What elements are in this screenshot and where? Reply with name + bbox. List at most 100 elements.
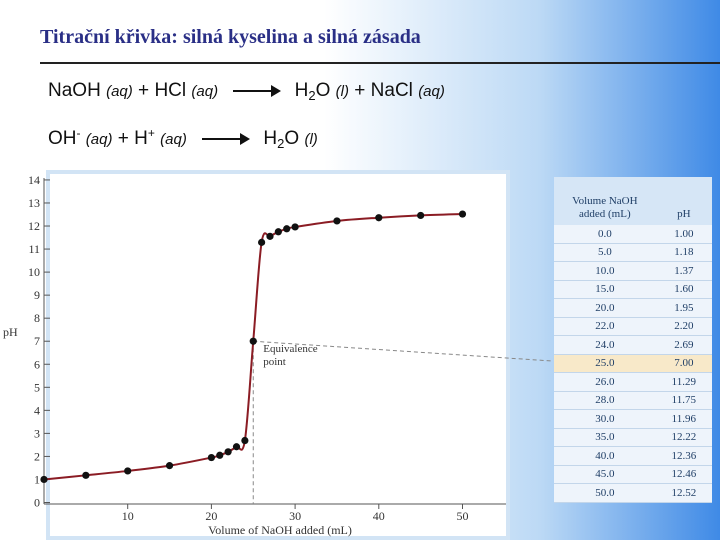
table-row: 10.0 1.37 — [554, 261, 712, 281]
equation-molecular: NaOH (aq) + HCl (aq) H2O (l) + NaCl (aq) — [48, 80, 445, 103]
y-tick-label: 4 — [34, 403, 40, 417]
table-row: 20.0 1.95 — [554, 298, 712, 318]
titration-data-table: Volume NaOH added (mL) pH 0.0 1.00 5.0 1.18… — [554, 177, 712, 503]
y-tick-label: 14 — [28, 173, 40, 187]
data-point — [40, 475, 48, 484]
data-point — [291, 223, 299, 231]
table-cell-volume: 15.0 — [554, 280, 656, 299]
table-cell-volume: 20.0 — [554, 298, 656, 318]
data-point — [249, 337, 257, 345]
table-cell-volume: 30.0 — [554, 409, 656, 429]
reaction-arrow-icon — [233, 84, 282, 97]
eq1-naoh-state: (aq) — [106, 83, 133, 100]
data-point — [124, 467, 132, 475]
table-header-ph: pH — [655, 177, 712, 225]
eq1-sub-2: 2 — [308, 88, 316, 103]
table-cell-ph: 12.22 — [655, 428, 712, 447]
y-tick-label: 3 — [34, 426, 40, 440]
y-tick-label: 11 — [28, 242, 40, 256]
data-point — [165, 462, 174, 470]
y-tick-label: 9 — [34, 288, 40, 302]
table-cell-volume: 24.0 — [554, 335, 656, 355]
table-row: 28.0 11.75 — [554, 391, 712, 410]
header-volume-line1: Volume NaOH — [572, 195, 638, 207]
eq1-naoh: NaOH — [48, 80, 101, 101]
table-cell-ph: 1.37 — [655, 261, 712, 281]
data-point — [241, 436, 249, 445]
y-tick-label: 10 — [28, 265, 40, 279]
table-row: 35.0 12.22 — [554, 428, 712, 447]
eq2-water-state: (l) — [304, 131, 318, 148]
table-cell-volume: 26.0 — [554, 372, 656, 392]
table-cell-ph: 2.20 — [655, 317, 712, 336]
table-cell-ph: 11.29 — [655, 372, 712, 392]
data-point — [207, 453, 215, 462]
eq1-plus-1: + — [138, 80, 150, 101]
x-tick-label: 20 — [205, 509, 217, 523]
header-volume-line2: added (mL) — [579, 208, 631, 220]
eq1-h: H — [294, 80, 309, 101]
table-cell-ph: 12.36 — [655, 446, 712, 466]
eq1-water-state: (l) — [335, 83, 349, 100]
table-cell-volume: 10.0 — [554, 261, 656, 281]
table-cell-volume: 40.0 — [554, 446, 656, 466]
equivalence-guides — [252, 340, 553, 504]
equivalence-label-point: point — [263, 356, 286, 368]
equation-net-ionic: OH- (aq) + H+ (aq) H2O (l) — [48, 126, 318, 151]
y-tick-label: 13 — [28, 196, 40, 210]
table-row: 0.0 1.00 — [554, 225, 712, 244]
table-cell-volume: 5.0 — [554, 243, 656, 262]
eq2-sub-2: 2 — [277, 136, 285, 151]
equivalence-table-connector — [253, 340, 553, 362]
table-cell-ph: 1.60 — [655, 280, 712, 299]
table-row: 5.0 1.18 — [554, 243, 712, 262]
eq1-nacl-state: (aq) — [418, 83, 445, 100]
x-tick-label: 50 — [457, 509, 469, 523]
data-point — [266, 232, 274, 240]
table-row: 24.0 2.69 — [554, 335, 712, 355]
table-cell-ph: 11.75 — [655, 391, 712, 410]
table-body: 0.0 1.00 5.0 1.18 10.0 1.37 15.0 1.60 20.0 1.95 22… — [554, 225, 712, 503]
table-row: 26.0 11.29 — [554, 372, 712, 392]
y-tick-label: 6 — [34, 357, 40, 371]
table-cell-ph: 1.00 — [655, 225, 712, 244]
data-point — [375, 214, 383, 222]
table-cell-volume: 35.0 — [554, 428, 656, 447]
table-row: 50.0 12.52 — [554, 483, 712, 503]
equivalence-label: Equivalence — [263, 343, 317, 355]
y-tick-label: 0 — [34, 496, 40, 510]
x-tick-label: 30 — [289, 509, 301, 523]
eq1-nacl: NaCl — [370, 80, 413, 101]
data-point — [232, 443, 241, 451]
data-point — [258, 238, 266, 246]
eq1-hcl-state: (aq) — [191, 83, 219, 100]
table-row: 30.0 11.96 — [554, 409, 712, 429]
data-point — [82, 471, 90, 479]
slide-title: Titrační křivka: silná kyselina a silná … — [40, 26, 421, 48]
table-cell-volume: 45.0 — [554, 465, 656, 484]
eq2-water-h: H — [263, 128, 278, 149]
table-cell-ph: 12.46 — [655, 465, 712, 484]
x-axis-label: Volume of NaOH added (mL) — [208, 523, 352, 537]
eq2-h: H — [134, 128, 148, 149]
table-cell-volume: 28.0 — [554, 391, 656, 410]
y-tick-label: 8 — [34, 311, 40, 325]
data-point — [274, 228, 282, 236]
table-cell-ph: 11.96 — [655, 409, 712, 429]
table-cell-ph: 7.00 — [655, 354, 712, 373]
data-point — [224, 448, 232, 456]
data-point — [417, 211, 425, 220]
title-underline — [40, 62, 720, 64]
data-points — [40, 210, 467, 484]
y-tick-label: 1 — [34, 472, 40, 486]
eq2-oh: OH — [48, 128, 77, 149]
y-tick-label: 7 — [34, 334, 40, 348]
table-cell-volume: 0.0 — [554, 225, 656, 244]
table-cell-ph: 1.18 — [655, 243, 712, 262]
y-tick-label: 2 — [34, 449, 40, 463]
eq2-oh-state: (aq) — [85, 131, 113, 148]
y-tick-label: 5 — [34, 380, 40, 394]
data-point — [333, 217, 341, 225]
